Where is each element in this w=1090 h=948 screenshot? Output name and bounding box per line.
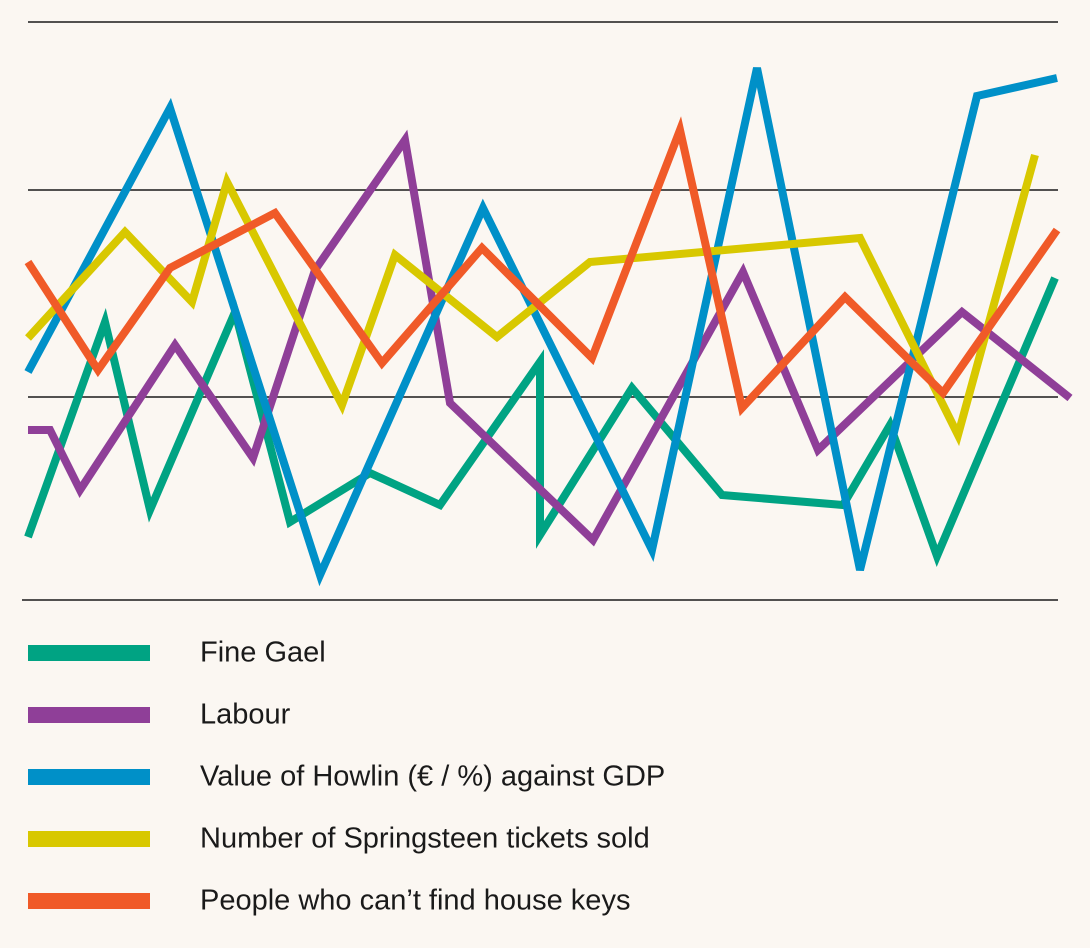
legend-swatch bbox=[28, 645, 150, 661]
series-line bbox=[24, 276, 1059, 567]
legend-label: Value of Howlin (€ / %) against GDP bbox=[200, 761, 665, 793]
series-line bbox=[24, 116, 1061, 417]
legend-label: Labour bbox=[200, 699, 291, 731]
series-line bbox=[24, 67, 1058, 587]
legend-swatch bbox=[28, 707, 150, 723]
series-line bbox=[25, 153, 1039, 447]
legend-swatch bbox=[28, 831, 150, 847]
legend-label: Number of Springsteen tickets sold bbox=[200, 823, 650, 855]
legend-label: Fine Gael bbox=[200, 637, 326, 669]
legend-swatch bbox=[28, 769, 150, 785]
legend-label: People who can’t find house keys bbox=[200, 885, 630, 917]
series-line bbox=[28, 129, 1073, 547]
legend-swatch bbox=[28, 893, 150, 909]
